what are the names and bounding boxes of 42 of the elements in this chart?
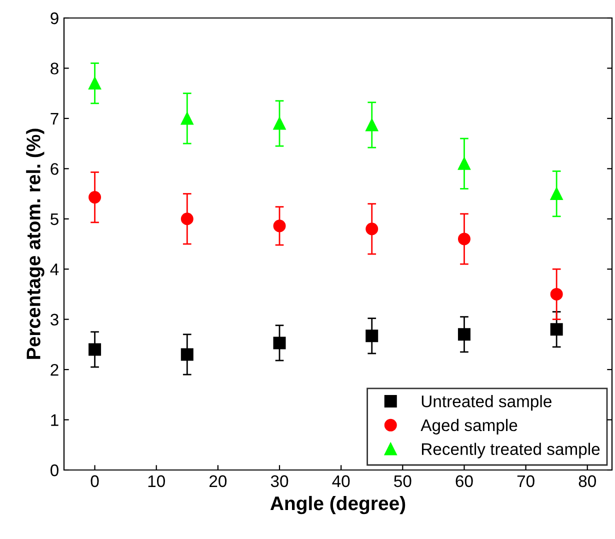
- point: [458, 328, 470, 341]
- x-axis-title: Angle (degree): [270, 496, 406, 514]
- point: [550, 288, 563, 300]
- x-tick-label: 60: [456, 475, 473, 488]
- y-tick-label: 5: [50, 213, 58, 226]
- x-tick-label: 80: [578, 475, 596, 488]
- point: [88, 191, 102, 204]
- y-tick-label: 4: [50, 264, 59, 276]
- x-tick-label: 10: [148, 475, 165, 488]
- point: [458, 157, 470, 170]
- point: [180, 112, 194, 125]
- x-tick-label: 30: [270, 475, 288, 488]
- y-tick-label: 6: [50, 163, 58, 175]
- point: [273, 117, 286, 130]
- x-tick-label: 40: [332, 475, 350, 488]
- legend-label: Recently treated sample: [422, 442, 600, 458]
- point: [550, 323, 563, 336]
- point: [366, 330, 378, 342]
- y-tick-label: 3: [50, 314, 58, 326]
- point: [273, 336, 286, 350]
- point: [88, 77, 102, 90]
- point: [366, 118, 378, 132]
- y-tick-label: 7: [50, 113, 58, 124]
- point: [273, 220, 286, 232]
- point: [550, 188, 563, 200]
- point: [366, 222, 378, 236]
- legend-label: Aged sample: [420, 418, 518, 434]
- legend-label: Untreated sample: [422, 395, 552, 411]
- y-tick-label: 9: [50, 12, 58, 24]
- x-tick-label: 20: [210, 475, 227, 488]
- x-tick-label: 50: [394, 475, 412, 488]
- point: [88, 343, 102, 356]
- y-tick-label: 2: [50, 364, 58, 376]
- point: [180, 212, 194, 226]
- y-tick-label: 0: [50, 464, 58, 476]
- point: [458, 232, 470, 246]
- point: [180, 348, 194, 361]
- x-tick-label: 70: [517, 475, 534, 488]
- x-tick-label: 0: [90, 475, 99, 488]
- y-tick-label: 1: [51, 414, 58, 426]
- y-tick-label: 8: [50, 62, 58, 74]
- y-axis-title: Percentage atom. rel. (%): [26, 128, 44, 359]
